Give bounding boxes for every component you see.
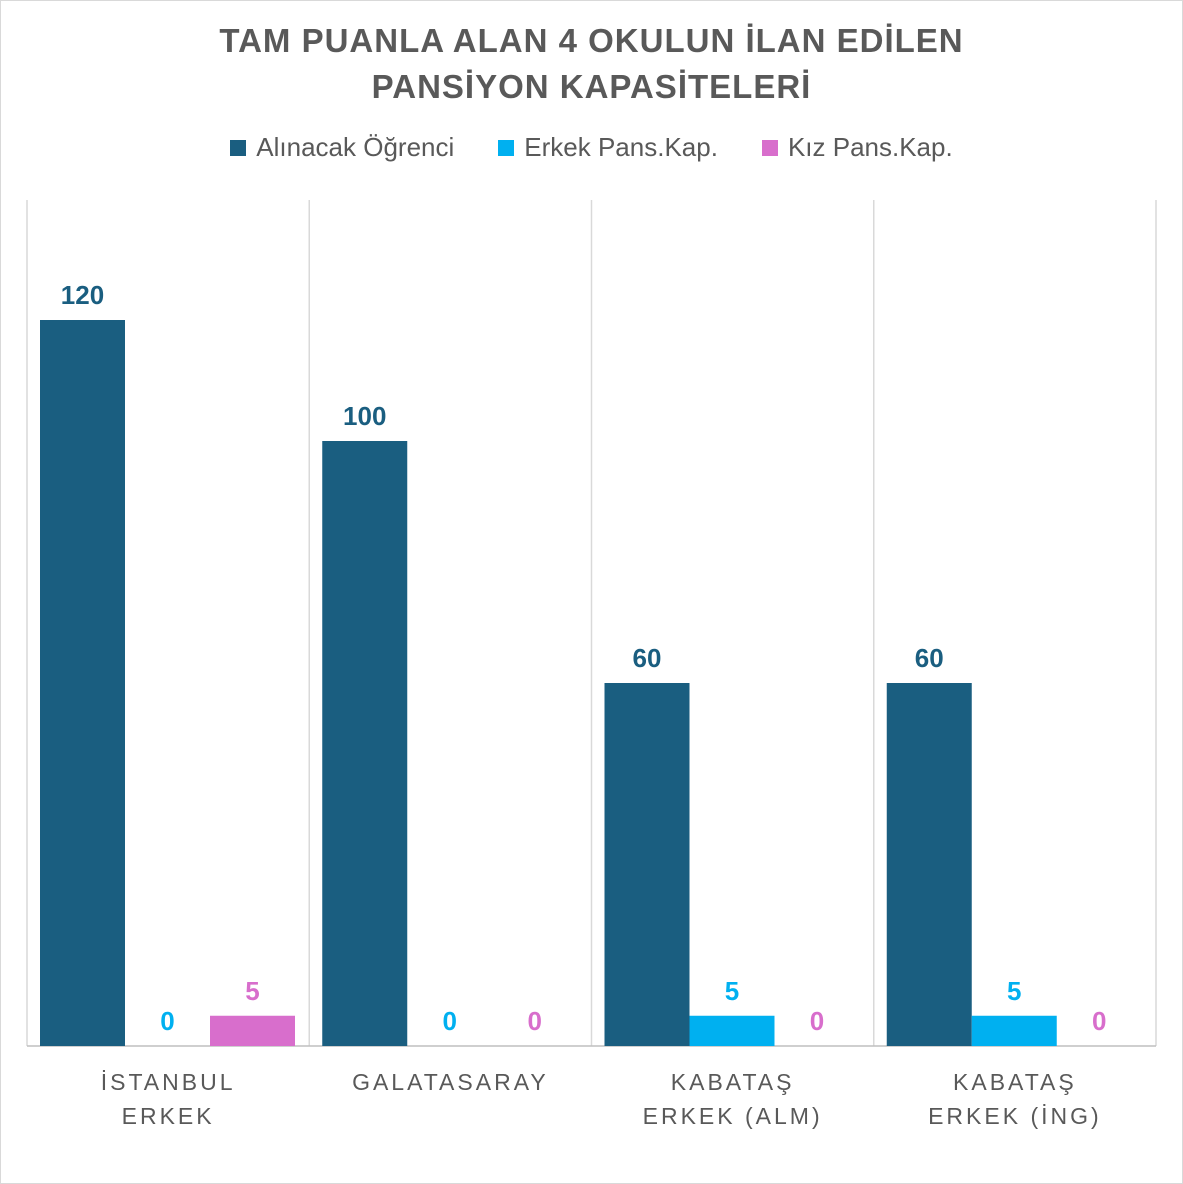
chart-title-line-2: PANSİYON KAPASİTELERİ <box>371 68 812 105</box>
legend-swatch-kiz <box>761 139 778 156</box>
category-label: GALATASARAY <box>352 1069 549 1095</box>
data-label: 0 <box>810 1006 824 1036</box>
category-label: ERKEK (İNG) <box>928 1103 1102 1129</box>
data-label: 0 <box>528 1006 542 1036</box>
category-label: KABATAŞ <box>953 1069 1077 1095</box>
category-label: İSTANBUL <box>101 1069 236 1095</box>
legend: Alınacak Öğrenci Erkek Pans.Kap. Kız Pan… <box>0 132 1183 163</box>
data-label: 5 <box>725 976 739 1006</box>
legend-label-alinacak: Alınacak Öğrenci <box>256 132 455 162</box>
bar <box>322 441 408 1046</box>
legend-label-kiz: Kız Pans.Kap. <box>787 132 953 162</box>
data-label: 5 <box>1007 976 1021 1006</box>
data-label: 0 <box>1092 1006 1106 1036</box>
legend-item-kiz: Kız Pans.Kap. <box>761 132 953 163</box>
bar <box>210 1015 295 1046</box>
bar <box>604 683 690 1046</box>
chart-title-line-1: TAM PUANLA ALAN 4 OKULUN İLAN EDİLEN <box>219 22 964 59</box>
data-label: 0 <box>160 1006 174 1036</box>
category-label: KABATAŞ <box>671 1069 795 1095</box>
bar <box>886 683 972 1046</box>
legend-swatch-erkek <box>498 139 515 156</box>
bar <box>971 1015 1057 1046</box>
bar <box>40 320 125 1046</box>
data-label: 60 <box>915 643 944 673</box>
category-label: ERKEK <box>122 1103 215 1129</box>
legend-item-erkek: Erkek Pans.Kap. <box>498 132 718 163</box>
bar <box>689 1015 775 1046</box>
legend-item-alinacak: Alınacak Öğrenci <box>230 132 454 163</box>
data-label: 0 <box>443 1006 457 1036</box>
data-label: 100 <box>343 401 386 431</box>
legend-label-erkek: Erkek Pans.Kap. <box>524 132 718 162</box>
data-label: 120 <box>61 280 104 310</box>
category-label: ERKEK (ALM) <box>643 1103 823 1129</box>
data-label: 5 <box>245 976 259 1006</box>
data-label: 60 <box>633 643 662 673</box>
legend-swatch-alinacak <box>230 139 247 156</box>
